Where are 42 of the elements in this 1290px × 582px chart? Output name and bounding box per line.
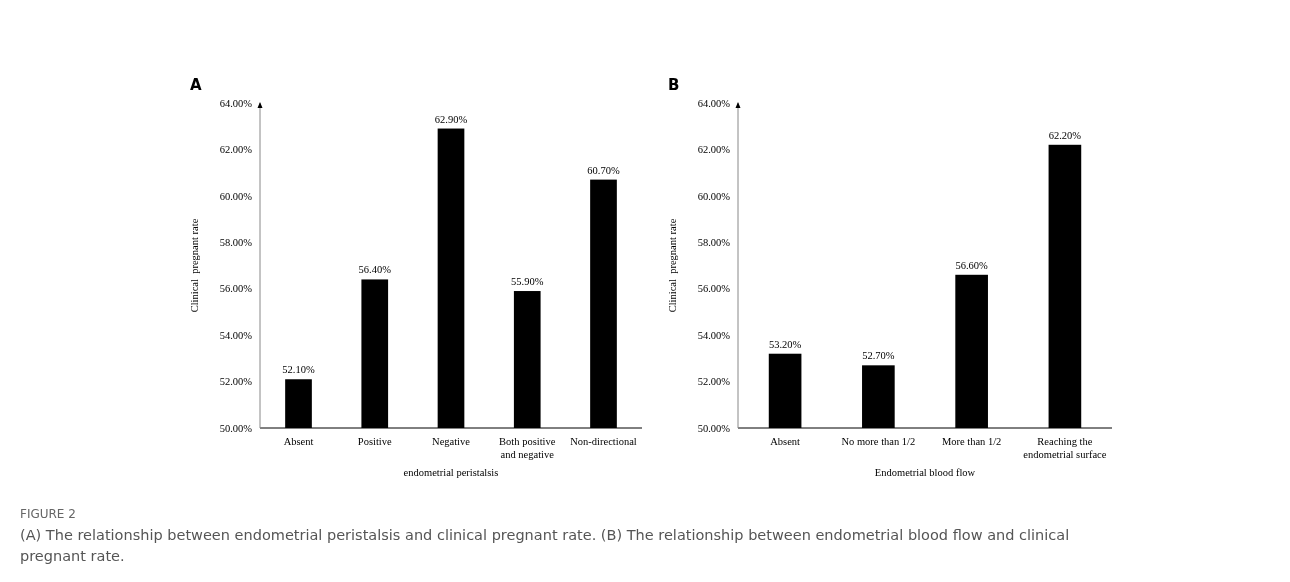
y-tick-label: 52.00% <box>219 376 253 388</box>
x-tick-label: Positive <box>357 436 393 447</box>
y-tick-label: 60.00% <box>219 190 253 202</box>
y-tick-label: 50.00% <box>697 422 731 434</box>
data-label: 53.20% <box>768 338 802 350</box>
y-axis-title: Clinical pregnant rate <box>667 218 678 313</box>
y-tick-label: 64.00% <box>219 97 253 109</box>
data-label: 62.90% <box>434 113 468 125</box>
y-tick-label: 54.00% <box>697 329 731 341</box>
y-tick-label: 54.00% <box>219 329 253 341</box>
chart-title: A <box>190 76 202 94</box>
x-tick-label: Non-directional <box>570 436 637 447</box>
x-tick-label: Reaching the endometrial surface <box>1023 436 1107 460</box>
x-tick-label: Absent <box>283 436 314 447</box>
x-tick-label: No more than 1/2 <box>841 436 916 447</box>
caption: FIGURE 2 <box>20 507 76 521</box>
y-tick-label: 56.00% <box>697 283 731 295</box>
data-label: 60.70% <box>587 164 620 176</box>
y-tick-label: 62.00% <box>697 144 731 156</box>
x-tick-label: Absent <box>770 436 801 447</box>
data-label: 52.10% <box>282 364 315 376</box>
data-label: 56.60% <box>955 259 989 271</box>
y-axis-title: Clinical pregnant rate <box>189 218 200 313</box>
y-tick-label: 58.00% <box>219 236 253 248</box>
data-label: 62.20% <box>1048 129 1082 141</box>
y-tick-label: 64.00% <box>697 97 731 109</box>
x-axis-title: Endometrial blood flow <box>874 467 976 478</box>
x-tick-label: Both positive and negative <box>499 436 556 460</box>
x-axis-title: endometrial peristalsis <box>403 467 499 478</box>
data-label: 55.90% <box>511 276 544 288</box>
y-tick-label: 50.00% <box>219 422 253 434</box>
data-label: 52.70% <box>862 350 895 362</box>
y-tick-label: 56.00% <box>219 283 253 295</box>
data-label: 56.40% <box>358 264 392 276</box>
y-tick-label: 58.00% <box>697 236 731 248</box>
chart-title: B <box>668 76 680 94</box>
text: (A) The relationship between endometrial peristalsis and clinical pregnant rate. (B) The relationship between endometrial blood flow and clinical pregnant rate. <box>20 527 1070 564</box>
y-tick-label: 62.00% <box>219 144 253 156</box>
y-tick-label: 60.00% <box>697 190 731 202</box>
y-tick-label: 52.00% <box>697 376 731 388</box>
x-tick-label: More than 1/2 <box>941 436 1002 447</box>
x-tick-label: Negative <box>432 436 471 447</box>
